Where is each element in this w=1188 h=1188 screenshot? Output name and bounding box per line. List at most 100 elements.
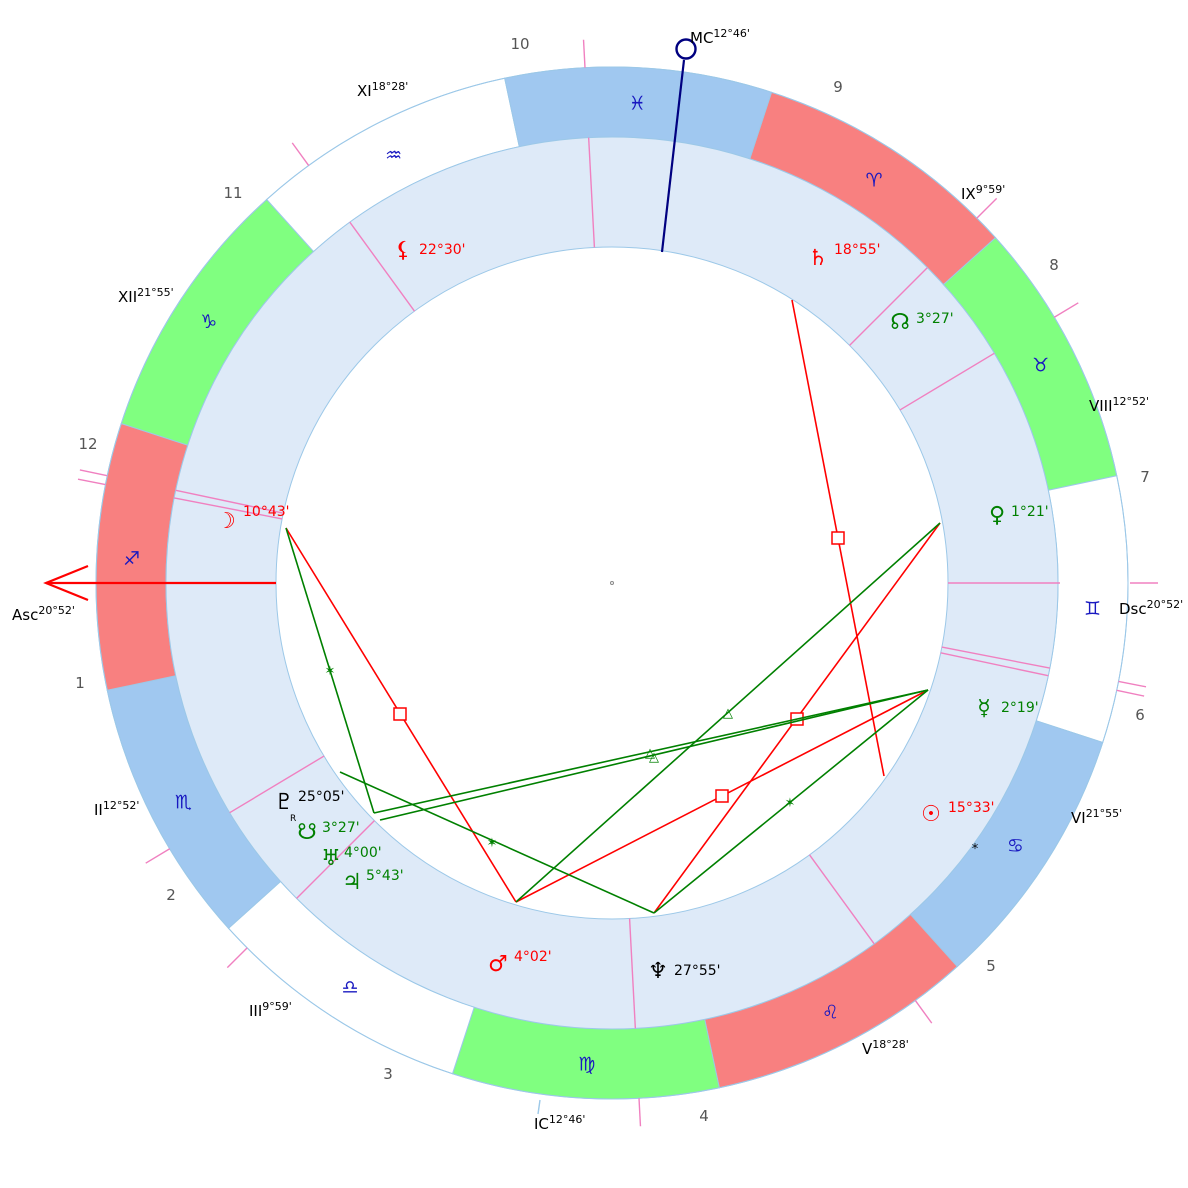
mc-label: MC12°46': [690, 27, 750, 47]
planet-positions: ⚸ 22°30' ♄ 18°55' ☊ 3°27' ☽ 10°43' ♀ 1°21' ☿ 2°19' ☉…: [216, 238, 1048, 984]
house-cusp-label-xi: XI18°28': [357, 80, 408, 100]
house-cusp-label-xi-degree: 18°28': [372, 80, 409, 93]
leo-glyph-icon: ♌: [822, 1002, 839, 1024]
sign-glyphs: ♈ ♉ ♊ ♋ ♌ ♍ ♎ ♏ ♐ ♑ ♒ ♓: [123, 93, 1101, 1076]
house-cusp-label-iii-name: III: [249, 1002, 262, 1020]
house-number-9: 9: [833, 78, 843, 96]
house-cusp-label-viii-name: VIII: [1089, 397, 1113, 415]
gemini-glyph-icon: ♊: [1084, 598, 1101, 620]
aspect-trine-line: [373, 689, 929, 814]
ic-tick: [537, 1099, 541, 1115]
aspect-lines: ✶✶✶△△△: [285, 299, 941, 914]
venus-glyph-icon: ♀: [989, 503, 1005, 528]
aspect-sextile-line: [653, 689, 929, 914]
house-cusp-label-xii-name: XII: [118, 288, 137, 306]
house-cusp-label-ix-degree: 9°59': [976, 183, 1006, 196]
asc-label-name: Asc: [12, 606, 38, 624]
dsc-label: Dsc20°52': [1119, 598, 1183, 618]
house-cusp-line: [808, 854, 875, 945]
star-marker: *: [972, 842, 979, 857]
cancer-glyph-icon: ♋: [1007, 835, 1024, 857]
aspect-trine-icon: △: [645, 746, 655, 761]
southnode-glyph-icon: ☋: [297, 820, 317, 845]
moon-degree: 10°43': [243, 504, 289, 520]
taurus-glyph-icon: ♉: [1032, 355, 1049, 377]
house-number-1: 1: [75, 674, 85, 692]
house-cusp-label-ix: IX9°59': [961, 183, 1005, 203]
house-cusp-label-ii: II12°52': [94, 799, 139, 819]
ic-label: IC12°46': [534, 1113, 585, 1133]
house-number-3: 3: [383, 1065, 393, 1083]
house-cusp-line: [349, 221, 416, 312]
house-cusp-line: [229, 755, 325, 814]
house-number-5: 5: [986, 957, 996, 975]
pluto-glyph-icon: ♇: [274, 790, 294, 815]
aspect-trine-icon: △: [649, 750, 659, 765]
aspect-sextile-icon: ✶: [487, 836, 498, 851]
aspect-sextile-line: [339, 771, 655, 914]
house-cusp-tick: [1116, 689, 1145, 697]
house-cusp-line: [628, 918, 637, 1029]
uranus-glyph-icon: ♅: [321, 846, 341, 871]
aspect-trine-line: [515, 522, 941, 903]
house-cusp-label-v-degree: 18°28': [872, 1038, 909, 1051]
house-cusp-tick: [291, 142, 310, 166]
house-cusp-tick: [77, 478, 106, 486]
house-cusp-line: [296, 820, 375, 899]
northnode-glyph-icon: ☊: [890, 310, 910, 335]
house-cusp-lines: [77, 39, 1158, 1127]
house-number-12: 12: [78, 435, 97, 453]
house-cusp-label-vi: VI21°55': [1071, 807, 1122, 827]
capricorn-glyph-icon: ♑: [200, 311, 217, 333]
house-number-8: 8: [1049, 256, 1059, 274]
mc-circle-icon: [675, 38, 697, 60]
uranus-degree: 4°00': [344, 845, 382, 861]
asc-label: Asc20°52': [12, 604, 75, 624]
house-cusp-tick: [1053, 302, 1079, 318]
asc-label-degree: 20°52': [38, 604, 75, 617]
house-cusp-line: [175, 489, 284, 514]
house-cusp-tick: [145, 848, 171, 864]
lilith-degree: 22°30': [419, 242, 465, 258]
house-cusp-line: [587, 137, 596, 248]
virgo-glyph-icon: ♍: [578, 1053, 595, 1075]
house-cusp-label-ii-degree: 12°52': [103, 799, 140, 812]
mars-glyph-icon: ♂: [488, 952, 508, 977]
house-cusp-tick: [1118, 680, 1147, 688]
sun-glyph-icon: ☉: [921, 802, 941, 827]
house-cusp-tick: [226, 947, 248, 969]
libra-glyph-icon: ♎: [342, 976, 359, 998]
venus-degree: 1°21': [1011, 504, 1049, 520]
house-cusp-label-v: V18°28': [862, 1038, 909, 1058]
zodiac-ring: [95, 66, 1129, 1100]
mercury-degree: 2°19': [1001, 700, 1039, 716]
moon-glyph-icon: ☽: [216, 509, 236, 534]
house-cusp-label-iii-degree: 9°59': [262, 1000, 292, 1013]
jupiter-glyph-icon: ♃: [342, 870, 362, 895]
aspect-sextile-icon: ✶: [785, 796, 796, 811]
pisces-glyph-icon: ♓: [629, 93, 646, 115]
house-cusp-tick: [638, 1098, 642, 1127]
house-cusp-label-xii-degree: 21°55': [137, 286, 174, 299]
house-cusp-label-vi-degree: 21°55': [1086, 807, 1123, 820]
saturn-glyph-icon: ♄: [808, 246, 828, 271]
aspect-sextile-icon: ✶: [325, 664, 336, 679]
sagittarius-glyph-icon: ♐: [123, 548, 140, 570]
pluto-degree: 25°05': [298, 789, 344, 805]
dsc-label-name: Dsc: [1119, 600, 1147, 618]
mc-label-degree: 12°46': [713, 27, 750, 40]
house-number-7: 7: [1140, 468, 1150, 486]
saturn-degree: 18°55': [834, 242, 880, 258]
house-cusp-label-iii: III9°59': [249, 1000, 292, 1020]
house-cusp-label-viii: VIII12°52': [1089, 395, 1149, 415]
aspect-square-icon: [831, 531, 845, 545]
mercury-glyph-icon: ☿: [977, 696, 991, 721]
aspect-sextile-line: [285, 527, 375, 814]
dsc-label-degree: 20°52': [1147, 598, 1184, 611]
southnode-degree: 3°27': [322, 820, 360, 836]
house-cusp-label-viii-degree: 12°52': [1113, 395, 1150, 408]
aspect-trine-line: [379, 689, 929, 821]
asc-arrow-icon: [43, 564, 89, 602]
aries-glyph-icon: ♈: [865, 170, 882, 192]
